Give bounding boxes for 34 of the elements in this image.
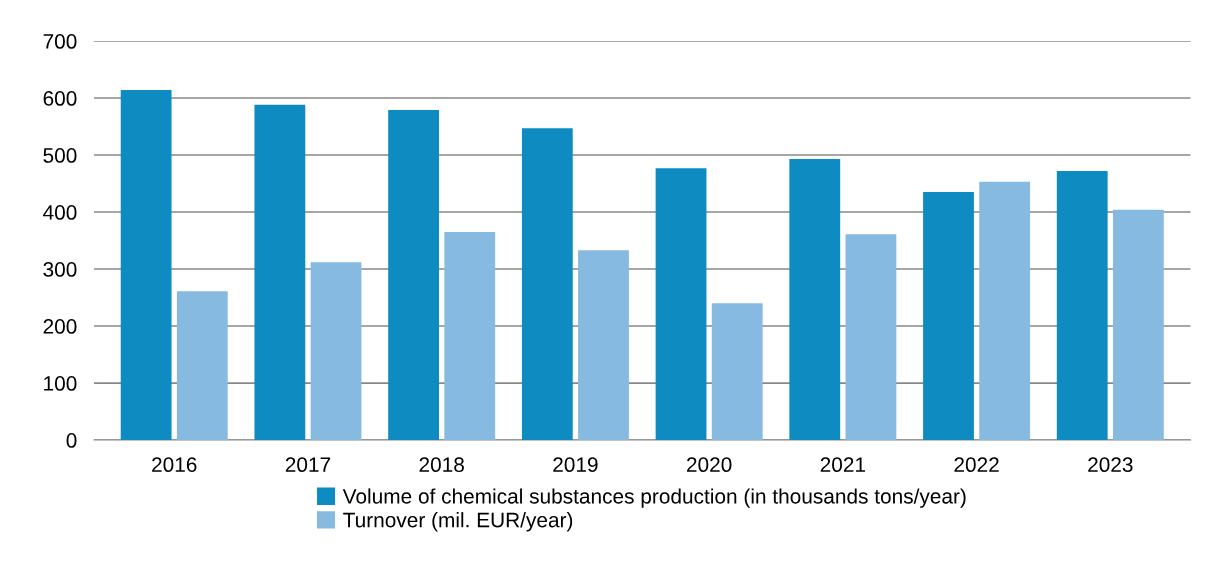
y-tick-label: 700 <box>43 34 77 49</box>
bar <box>979 181 1031 441</box>
y-tick-label: 400 <box>43 205 77 220</box>
y-tick-label: 300 <box>43 262 77 277</box>
y-tick-label: 0 <box>66 433 77 448</box>
bar <box>254 104 306 441</box>
x-tick-label: 2019 <box>553 457 598 473</box>
bar <box>176 291 228 441</box>
x-tick-label: 2016 <box>152 457 197 473</box>
bar <box>521 128 573 441</box>
x-tick-label: 2023 <box>1088 457 1133 473</box>
y-tick-label: 500 <box>43 148 77 163</box>
bar <box>444 231 496 441</box>
x-tick-label: 2018 <box>419 457 464 473</box>
legend-label: Turnover (mil. EUR/year) <box>343 512 573 532</box>
bar <box>120 90 172 441</box>
bar <box>578 250 629 441</box>
bar <box>923 192 974 441</box>
bar <box>711 303 763 441</box>
bar <box>1056 170 1108 441</box>
bar <box>655 168 707 441</box>
bar <box>310 262 362 441</box>
y-tick-label: 100 <box>44 376 77 391</box>
legend-label: Volume of chemical substances production (in thousands tons/year) <box>342 488 966 508</box>
x-tick-label: 2020 <box>687 457 732 473</box>
bar <box>388 110 439 441</box>
x-tick-label: 2022 <box>954 457 999 473</box>
bar <box>1112 209 1164 441</box>
y-tick-label: 600 <box>43 91 77 106</box>
bar <box>789 159 841 441</box>
x-tick-label: 2017 <box>285 457 331 473</box>
x-tick-label: 2021 <box>820 457 866 473</box>
bar <box>845 234 897 441</box>
y-tick-label: 200 <box>43 319 77 334</box>
